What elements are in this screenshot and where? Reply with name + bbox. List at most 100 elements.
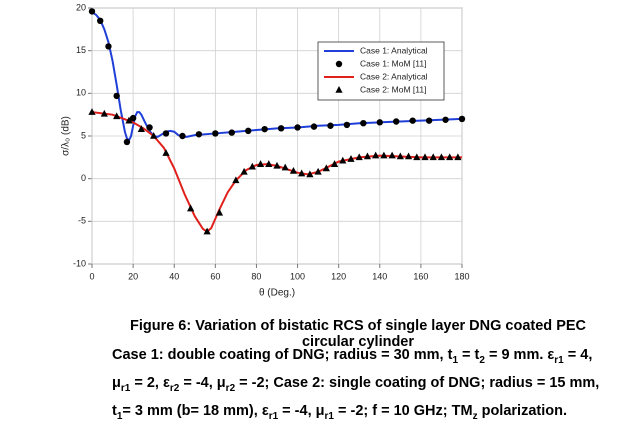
data-point (380, 151, 388, 159)
data-point (240, 167, 248, 175)
y-tick-label: -10 (73, 258, 86, 268)
data-point (314, 167, 322, 175)
data-point (330, 160, 339, 167)
caption-text: = 4, μ (112, 347, 593, 391)
data-point (100, 109, 108, 117)
data-point (123, 138, 131, 146)
caption-subscript: z (472, 410, 478, 422)
data-point (281, 163, 289, 171)
data-point (162, 130, 170, 137)
data-point (256, 160, 265, 167)
y-tick-label: 15 (76, 45, 86, 55)
caption-text: polarization. (477, 402, 567, 419)
caption-subscript: 1 (116, 410, 123, 422)
caption-text: Case 1: double coating of DNG; radius = … (112, 347, 448, 363)
x-tick-label: 120 (331, 271, 346, 281)
data-point (454, 153, 462, 161)
data-point (162, 149, 170, 156)
y-axis-label: σ/λ₀ (dB) (61, 116, 72, 156)
data-point (393, 118, 400, 125)
data-point (376, 119, 383, 126)
data-point (294, 124, 301, 131)
caption-text: = (458, 347, 475, 363)
data-point (215, 208, 224, 216)
data-point (248, 162, 256, 170)
data-point (150, 132, 158, 139)
caption-text: = 9 mm. ε (484, 347, 555, 363)
data-point (179, 132, 186, 140)
data-point (363, 152, 372, 160)
legend-label: Case 2: MoM [11] (360, 84, 426, 94)
legend-swatch (335, 60, 343, 68)
data-point (105, 43, 112, 50)
data-point (446, 153, 454, 161)
x-tick-label: 160 (413, 271, 428, 281)
caption-text: = -2; f = 10 GHz; TM (333, 402, 473, 419)
data-point (265, 160, 273, 167)
caption-subscript: 1 (452, 354, 458, 366)
data-point (113, 112, 121, 120)
legend-label: Case 1: MoM [11] (360, 58, 426, 68)
data-point (409, 117, 416, 124)
data-point (425, 117, 433, 124)
caption-text: = -4, μ (278, 402, 325, 419)
data-point (322, 164, 330, 172)
caption-text: = 3 mm (b= 18 mm), ε (122, 402, 269, 419)
data-point (327, 122, 334, 129)
data-point (245, 127, 252, 135)
data-point (187, 204, 195, 212)
data-point (232, 176, 240, 184)
caption-subscript: r2 (169, 382, 180, 394)
data-point (88, 8, 96, 15)
data-point (347, 155, 355, 162)
data-line (91, 11, 463, 142)
legend-swatch (335, 86, 343, 93)
caption-text: t (474, 347, 480, 363)
legend-label: Case 1: Analytical (360, 45, 428, 55)
data-point (437, 153, 446, 161)
data-point (413, 153, 421, 161)
legend-label: Case 2: Analytical (360, 71, 428, 81)
data-point (203, 227, 211, 235)
caption-body: Case 1: double coating of DNG; radius = … (112, 344, 608, 428)
caption-text: t (447, 347, 453, 363)
x-tick-label: 140 (372, 271, 387, 281)
x-tick-label: 100 (290, 271, 305, 281)
data-point (195, 131, 203, 138)
data-point (113, 92, 120, 100)
caption-subscript: 2 (479, 354, 485, 366)
data-point (388, 151, 396, 159)
caption-title: Figure 6: Variation of bistatic RCS of s… (129, 318, 587, 350)
data-point (289, 166, 298, 174)
caption-subscript: r1 (324, 410, 334, 422)
data-point (306, 170, 314, 178)
x-tick-label: 80 (251, 271, 261, 281)
y-tick-label: 0 (81, 173, 86, 183)
y-tick-label: -5 (78, 216, 86, 226)
caption-text: = 2, ε (130, 374, 170, 391)
data-point (458, 115, 466, 123)
data-point (212, 130, 219, 137)
data-point (404, 152, 413, 160)
data-point (442, 116, 449, 123)
x-tick-label: 180 (454, 271, 469, 281)
caption-subscript: r1 (120, 382, 131, 394)
x-axis-label: θ (Deg.) (259, 288, 295, 299)
y-tick-label: 20 (76, 2, 86, 12)
caption-subscript: r1 (268, 410, 279, 422)
data-point (88, 108, 96, 115)
x-tick-label: 60 (210, 271, 220, 281)
data-point (137, 125, 145, 132)
data-point (129, 114, 137, 122)
data-point (355, 153, 363, 161)
data-point (421, 153, 429, 161)
y-tick-label: 10 (76, 88, 86, 98)
data-point (396, 152, 404, 160)
caption-subscript: r1 (554, 354, 564, 366)
caption-text: = -4, μ (179, 374, 226, 391)
data-point (97, 17, 104, 24)
data-point (125, 116, 133, 124)
data-point (146, 124, 153, 131)
x-tick-label: 20 (128, 271, 138, 281)
